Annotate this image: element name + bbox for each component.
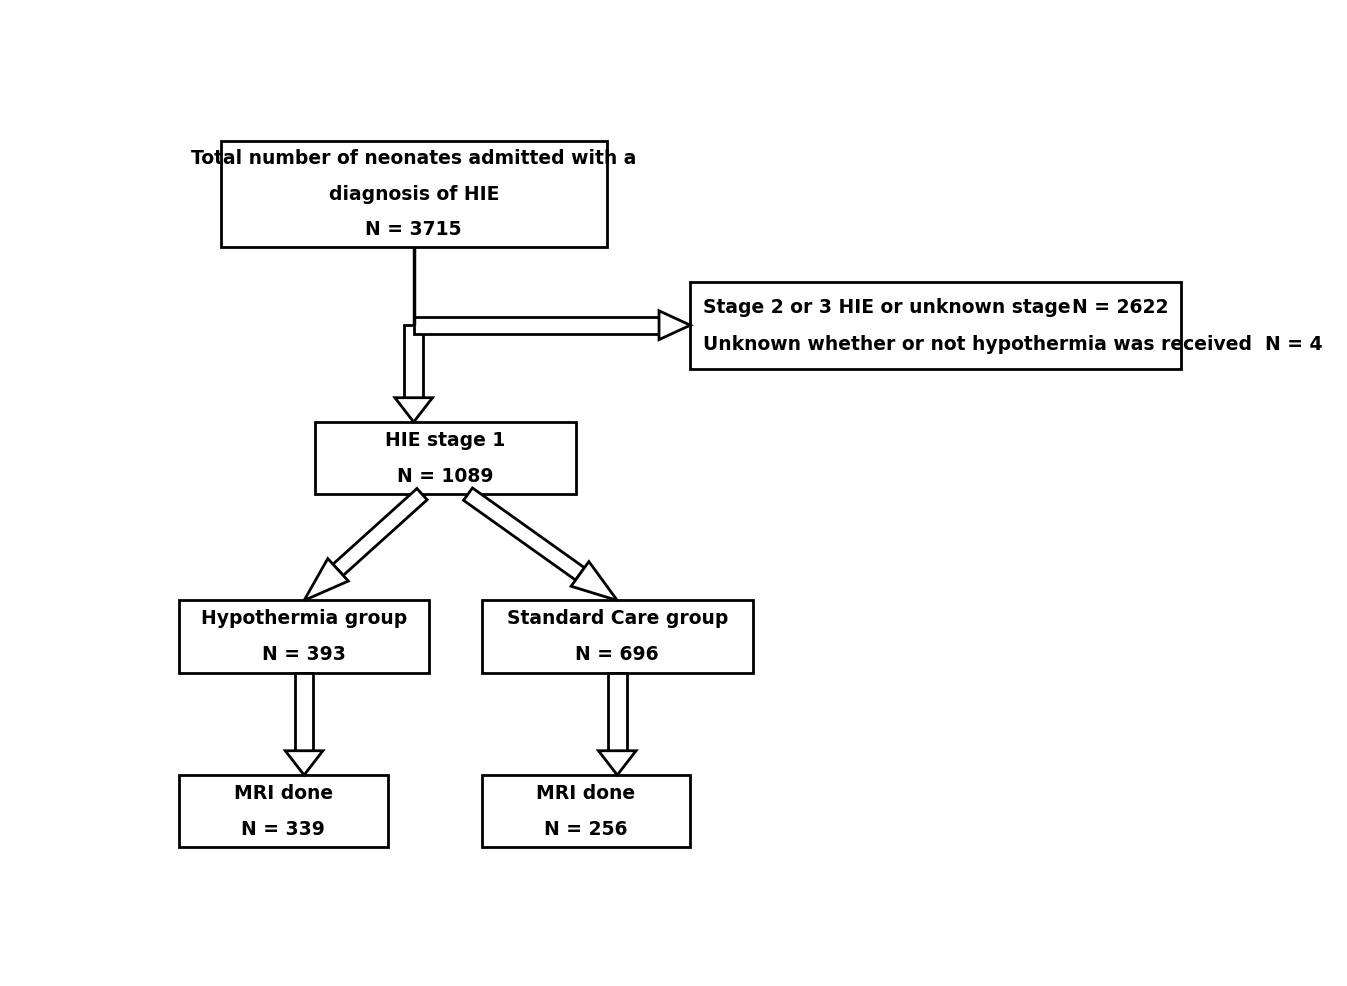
- Polygon shape: [598, 750, 636, 775]
- FancyBboxPatch shape: [481, 775, 690, 847]
- Text: N = 393: N = 393: [263, 645, 346, 664]
- Polygon shape: [414, 317, 659, 333]
- Polygon shape: [659, 311, 690, 339]
- Text: Hypothermia group: Hypothermia group: [201, 609, 407, 628]
- FancyBboxPatch shape: [481, 600, 753, 672]
- Polygon shape: [607, 672, 626, 750]
- Polygon shape: [571, 562, 617, 600]
- FancyBboxPatch shape: [179, 600, 430, 672]
- Text: MRI done: MRI done: [536, 784, 636, 803]
- Text: N = 256: N = 256: [544, 819, 628, 839]
- Polygon shape: [286, 750, 323, 775]
- FancyBboxPatch shape: [221, 141, 606, 247]
- Polygon shape: [395, 397, 432, 422]
- Text: MRI done: MRI done: [233, 784, 333, 803]
- Polygon shape: [333, 488, 427, 576]
- Text: N = 696: N = 696: [575, 645, 659, 664]
- FancyBboxPatch shape: [314, 422, 575, 494]
- Text: N = 3715: N = 3715: [365, 220, 462, 240]
- Text: Standard Care group: Standard Care group: [506, 609, 727, 628]
- Polygon shape: [295, 672, 314, 750]
- Polygon shape: [304, 559, 349, 600]
- Text: N = 2622: N = 2622: [1072, 298, 1168, 317]
- Polygon shape: [404, 325, 423, 397]
- Text: N = 339: N = 339: [241, 819, 325, 839]
- Text: HIE stage 1: HIE stage 1: [385, 431, 505, 450]
- Text: diagnosis of HIE: diagnosis of HIE: [329, 184, 498, 204]
- Text: Stage 2 or 3 HIE or unknown stage: Stage 2 or 3 HIE or unknown stage: [703, 298, 1071, 317]
- Text: Unknown whether or not hypothermia was received  N = 4: Unknown whether or not hypothermia was r…: [703, 335, 1323, 354]
- Text: N = 1089: N = 1089: [397, 466, 493, 485]
- FancyBboxPatch shape: [690, 282, 1181, 369]
- FancyBboxPatch shape: [179, 775, 388, 847]
- Text: Total number of neonates admitted with a: Total number of neonates admitted with a: [191, 149, 636, 169]
- Polygon shape: [463, 488, 585, 580]
